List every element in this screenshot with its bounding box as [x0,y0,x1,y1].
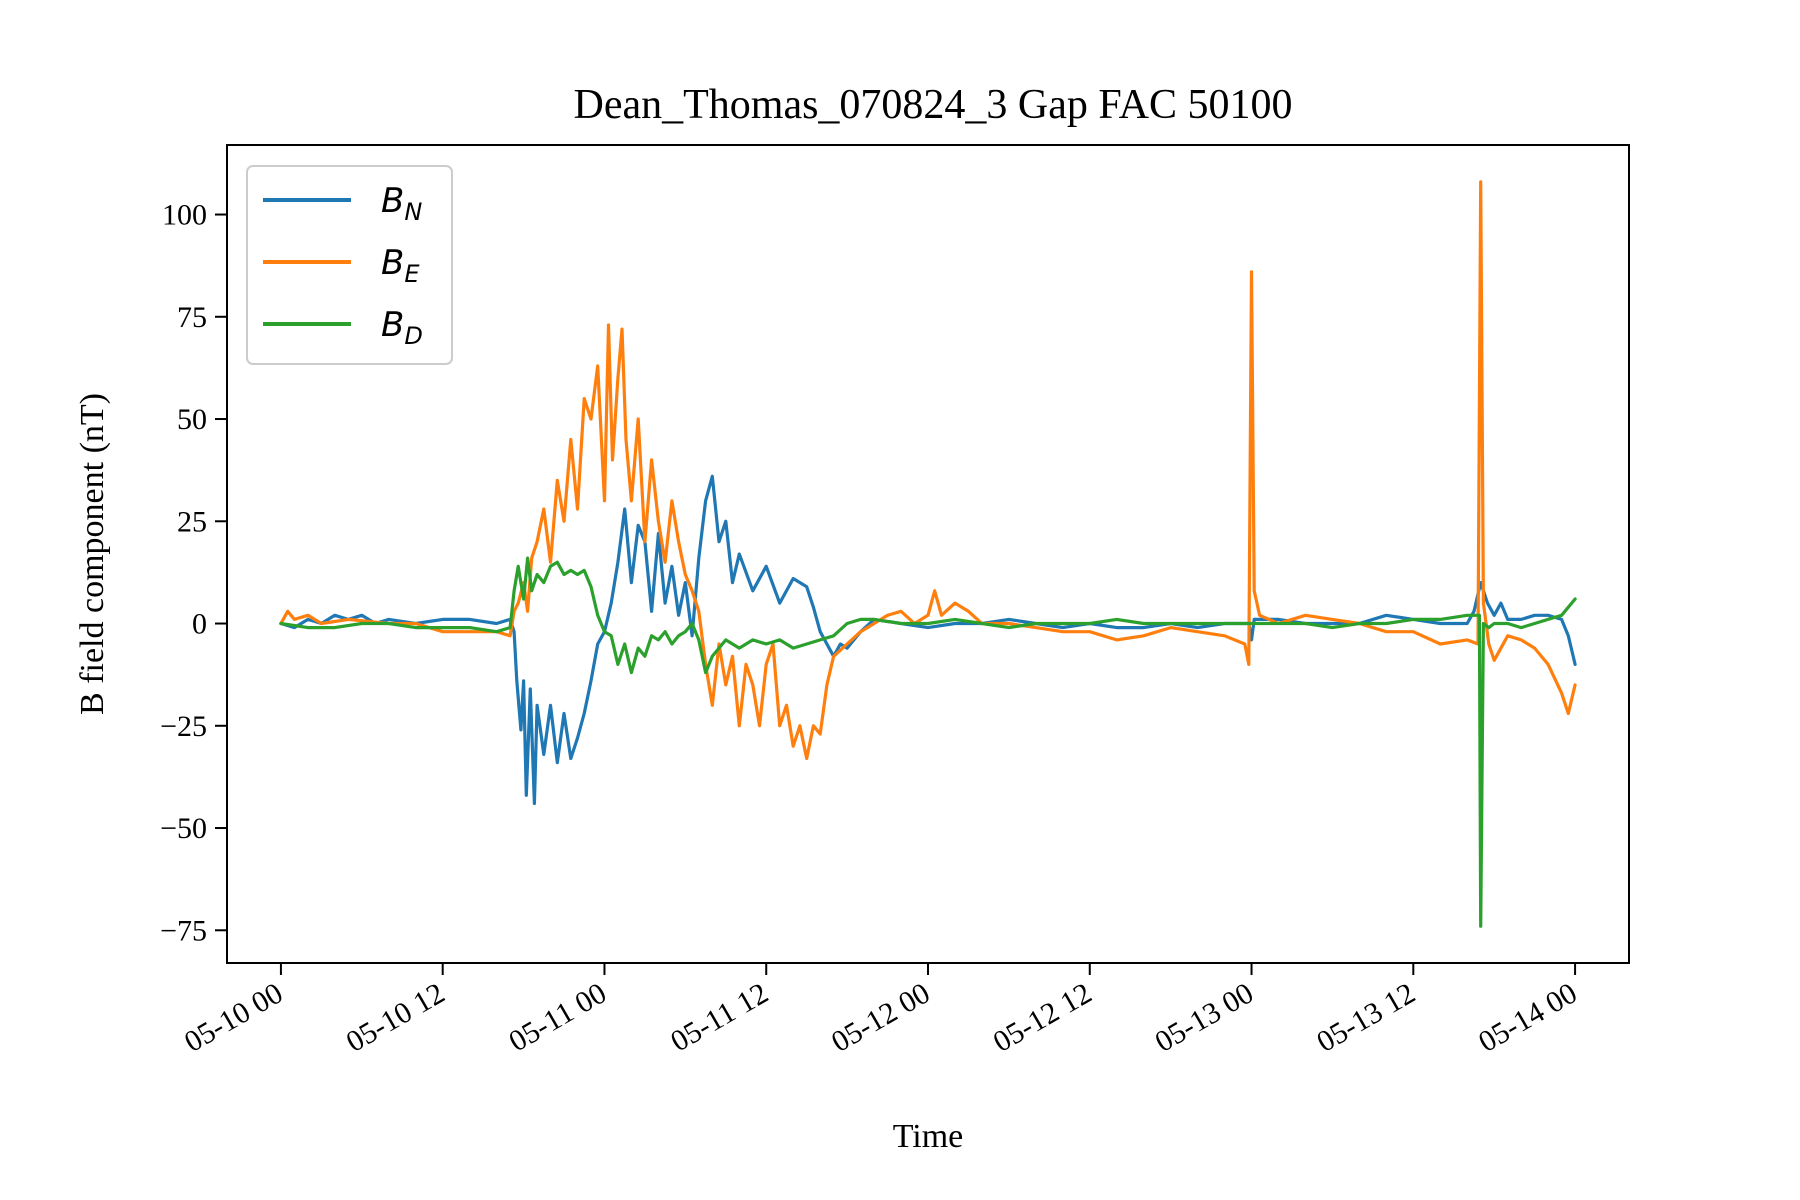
legend: BN BE BD [246,165,453,365]
x-tick-label: 05-10 12 [341,976,451,1058]
chart-title: Dean_Thomas_070824_3 Gap FAC 50100 [574,82,1293,128]
x-tick-label: 05-12 00 [826,976,936,1058]
legend-box [246,165,453,365]
legend-label: BD [381,305,423,350]
x-axis-title: Time [893,1118,964,1155]
x-axis: 05-10 00 05-10 12 05-11 00 05-11 12 05-12 00… [179,963,1583,1059]
x-tick-label: 05-12 12 [988,976,1098,1058]
x-tick-label: 05-14 00 [1473,976,1583,1058]
x-tick-label: 05-11 12 [665,976,774,1058]
series-line-d [279,556,1577,928]
series-line-n [279,474,1577,806]
y-tick-label: −25 [160,710,207,743]
y-tick-label: 25 [177,505,207,538]
y-tick-label: −75 [160,914,207,947]
y-tick-label: 100 [162,199,207,232]
y-tick-label: 0 [192,608,207,641]
y-tick-label: 75 [177,301,207,334]
x-tick-label: 05-11 00 [503,976,612,1058]
y-axis-title: B field component (nT) [74,393,111,715]
legend-label: BN [381,181,422,226]
y-axis: 100 75 50 25 0 −25 −50 −75 [160,199,227,947]
series-line-e [279,180,1577,761]
x-tick-label: 05-10 00 [179,976,289,1058]
x-tick-label: 05-13 12 [1311,976,1421,1058]
x-tick-label: 05-13 00 [1149,976,1259,1058]
series-layer [279,180,1577,928]
legend-label: BE [381,243,420,288]
y-tick-label: −50 [160,812,207,845]
y-tick-label: 50 [177,403,207,436]
